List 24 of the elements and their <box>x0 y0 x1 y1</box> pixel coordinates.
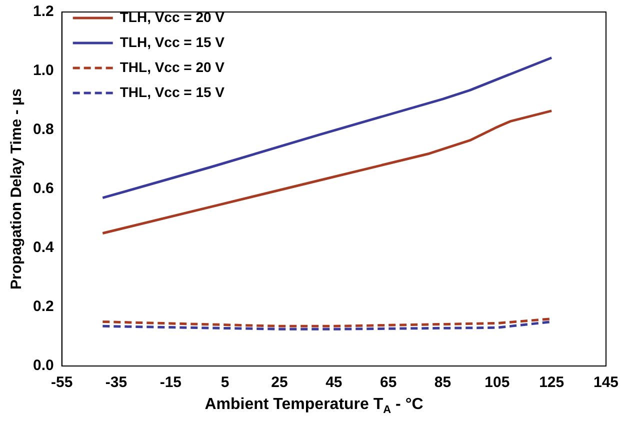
y-tick-label: 1.0 <box>32 62 54 80</box>
y-axis-title: Propagation Delay Time - µs <box>8 88 26 290</box>
y-tick-label: 0.4 <box>32 239 54 256</box>
x-tick-label: -55 <box>51 374 73 392</box>
x-tick-label: -15 <box>160 374 182 392</box>
x-tick-label: 145 <box>593 374 619 392</box>
x-tick-label: 85 <box>434 374 452 392</box>
x-tick-label: -35 <box>105 374 128 392</box>
legend-label: THL, Vcc = 15 V <box>120 84 226 100</box>
x-tick-label: 65 <box>380 374 397 392</box>
legend-label: TLH, Vcc = 15 V <box>120 34 226 50</box>
legend-label: TLH, Vcc = 20 V <box>120 8 226 25</box>
y-tick-label: 0.8 <box>32 121 54 138</box>
x-tick-label: 45 <box>326 374 342 392</box>
legend-label: THL, Vcc = 20 V <box>120 58 226 75</box>
y-tick-label: 0.0 <box>32 357 54 374</box>
y-tick-label: 1.2 <box>32 3 54 20</box>
x-tick-label: 25 <box>271 374 288 392</box>
x-axis-title: Ambient Temperature T$_{A}$ - °C <box>204 396 424 416</box>
x-tick-label: 125 <box>539 374 564 392</box>
y-tick-label: 0.6 <box>32 180 54 198</box>
x-tick-label: 105 <box>484 374 510 392</box>
x-tick-label: 5 <box>220 374 230 392</box>
y-tick-label: 0.2 <box>32 298 54 316</box>
